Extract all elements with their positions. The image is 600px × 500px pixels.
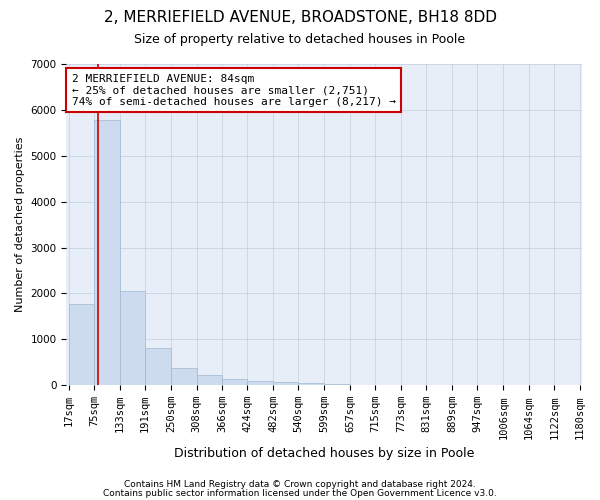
Bar [171,368,197,385]
Bar [325,384,350,385]
X-axis label: Distribution of detached houses by size in Poole: Distribution of detached houses by size … [174,447,475,460]
Text: Contains public sector information licensed under the Open Government Licence v3: Contains public sector information licen… [103,489,497,498]
Text: Contains HM Land Registry data © Crown copyright and database right 2024.: Contains HM Land Registry data © Crown c… [124,480,476,489]
Bar [94,120,119,385]
Bar [298,384,325,385]
Bar [222,379,247,385]
Bar [119,291,145,385]
Bar [273,382,298,385]
Text: Size of property relative to detached houses in Poole: Size of property relative to detached ho… [134,32,466,46]
Bar [145,348,171,385]
Y-axis label: Number of detached properties: Number of detached properties [15,137,25,312]
Text: 2, MERRIEFIELD AVENUE, BROADSTONE, BH18 8DD: 2, MERRIEFIELD AVENUE, BROADSTONE, BH18 … [104,10,497,25]
Bar [68,304,94,385]
Bar [247,380,273,385]
Bar [197,374,222,385]
Text: 2 MERRIEFIELD AVENUE: 84sqm
← 25% of detached houses are smaller (2,751)
74% of : 2 MERRIEFIELD AVENUE: 84sqm ← 25% of det… [71,74,395,107]
